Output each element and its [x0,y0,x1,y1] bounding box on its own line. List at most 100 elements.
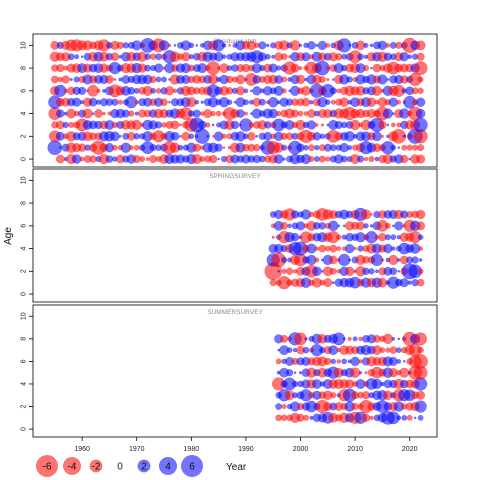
bubble [290,232,300,242]
x-axis: 1960 1970 1980 1990 2000 2010 2020 [74,437,418,453]
bubble [285,267,294,276]
bubble [344,266,355,277]
panel-frame [32,33,438,168]
legend-bubble [35,454,59,478]
bubble-group [264,207,426,290]
bubble [306,120,317,130]
bubble [358,336,363,342]
bubble [188,133,195,140]
bubble [371,131,382,142]
bubble [102,111,106,116]
bubble [221,133,227,140]
bubble [330,99,336,105]
bubble [390,144,397,151]
bubble [280,53,288,61]
bubble [391,336,396,341]
legend-label: 2 [141,462,147,473]
bubble [399,367,410,378]
y-axis-label: Age [3,227,14,245]
bubble [391,224,395,228]
legend-bubble [89,459,103,473]
bubble [133,144,140,151]
bubble [396,415,402,421]
bubble [325,156,331,162]
bubble [396,358,402,364]
bubble [371,85,383,96]
bubble [331,281,335,285]
bubble-group [271,331,429,425]
bubble [253,144,261,152]
bubble [210,110,216,117]
bubble [417,76,424,83]
bubble [407,280,412,285]
y-tick-label: 4 [21,382,28,386]
bubble [417,268,424,275]
bubble [302,414,310,421]
bubble [192,143,201,152]
bubble [413,117,428,133]
y-tick-label: 10 [21,312,28,320]
y-tick-label: 6 [21,224,28,228]
x-tick-label: 1980 [184,446,200,453]
y-tick-label: 6 [21,89,28,93]
bubble [418,258,423,262]
bubble [349,367,361,378]
bubble [370,66,373,70]
x-axis-label: Year [226,462,247,473]
bubble [400,154,409,164]
bubble [277,269,281,273]
bubble [111,144,118,151]
y-tick-label: 8 [21,66,28,70]
bubble [347,145,353,151]
bubble [390,122,396,128]
bubble [168,100,171,104]
bubble [249,89,253,93]
bubble [416,278,425,287]
bubble [417,144,425,152]
bubble [58,146,62,150]
y-tick-label: 10 [21,41,28,49]
bubble [275,403,283,410]
bubble [363,42,369,48]
bubble [329,244,338,253]
bubble [133,133,141,140]
bubble [200,100,204,104]
bubble [360,209,372,220]
bubble [336,246,342,252]
bubble [389,267,398,276]
bubble [413,61,428,76]
y-tick-label: 10 [21,176,28,184]
bubble [391,112,395,115]
bubble [307,144,315,152]
bubble [340,155,348,163]
bubble [363,223,369,229]
bubble [380,134,385,138]
bubble [397,337,401,341]
bubble [258,41,267,50]
bubble [366,97,377,108]
bubble [347,336,352,341]
bubble [407,54,413,60]
bubble [406,414,413,421]
bubble [362,64,370,72]
bubble [418,246,423,251]
bubble [319,133,326,140]
bubble [160,98,168,107]
bubble [375,269,379,274]
y-tick-label: 2 [21,404,28,408]
bubble [285,369,294,377]
legend-label: -2 [92,462,101,473]
bubble [179,134,182,138]
legend-bubble [137,459,151,473]
bubble [293,371,297,375]
bubble [139,156,146,163]
bubble [390,234,397,241]
y-tick-label: 6 [21,359,28,363]
bubble [128,110,135,117]
y-tick-label: 2 [21,269,28,273]
bubble [118,134,122,138]
bubble [401,144,408,151]
bubble [235,86,246,96]
bubble [401,414,408,421]
bubble [385,43,391,48]
